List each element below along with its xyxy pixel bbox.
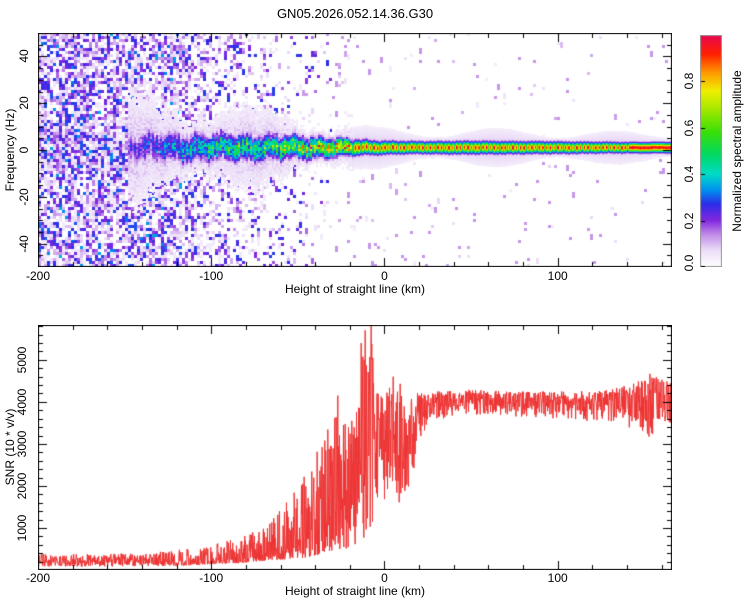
snr-panel: [38, 325, 672, 570]
colorbar-tick-label: 0.0: [682, 254, 696, 272]
colorbar-tick-label: 0.8: [682, 73, 696, 90]
spectrogram-y-tick-label: 0: [17, 146, 31, 154]
spectrogram-y-tick-label: 40: [17, 49, 31, 64]
colorbar-tick-label: 0.6: [682, 119, 696, 137]
spectrogram-x-tick-label: 100: [547, 269, 568, 283]
figure-title: GN05.2026.052.14.36.G30: [276, 6, 434, 21]
colorbar-tick-label: 0.4: [682, 165, 696, 183]
spectrogram-y-tick-label: -40: [17, 234, 31, 253]
snr-y-tick-label: 3000: [15, 430, 29, 458]
colorbar-tick-label: 0.2: [682, 212, 696, 229]
spectrogram-panel: [38, 33, 672, 267]
snr-x-tick-label: 100: [547, 571, 568, 585]
colorbar-label: Normalized spectral amplitude: [730, 70, 744, 232]
spectrogram-y-tick-label: -20: [17, 188, 31, 206]
colorbar: [700, 35, 722, 267]
snr-y-tick-label: 4000: [15, 388, 29, 416]
snr-y-tick-label: 5000: [15, 346, 29, 374]
snr-y-tick-label: 1000: [15, 514, 29, 542]
spectrogram-y-axis-label: Frequency (Hz): [3, 108, 17, 192]
snr-y-tick-label: 2000: [15, 472, 29, 500]
spectrogram-x-tick-label: -200: [25, 269, 51, 283]
spectrogram-x-tick-label: 0: [381, 269, 388, 283]
spectrogram-y-tick-label: 20: [17, 96, 31, 110]
spectrogram-x-tick-label: -100: [199, 269, 224, 283]
snr-x-tick-label: 0: [381, 571, 388, 585]
spectrogram-x-axis-label: Height of straight line (km): [284, 282, 426, 296]
snr-x-axis-label: Height of straight line (km): [284, 584, 426, 598]
snr-x-tick-label: -100: [199, 571, 224, 585]
snr-x-tick-label: -200: [25, 571, 51, 585]
